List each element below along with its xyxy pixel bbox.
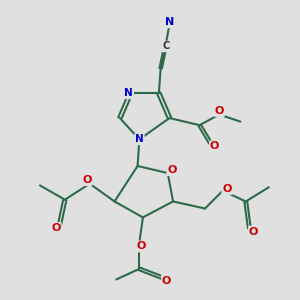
Text: N: N xyxy=(165,17,174,27)
Text: C: C xyxy=(162,41,169,51)
Text: O: O xyxy=(214,106,224,116)
Text: O: O xyxy=(82,175,92,185)
Text: O: O xyxy=(222,184,232,194)
Text: O: O xyxy=(162,275,171,286)
Text: N: N xyxy=(135,134,144,144)
Text: O: O xyxy=(51,223,61,233)
Text: N: N xyxy=(124,88,133,98)
Text: O: O xyxy=(249,226,258,237)
Text: O: O xyxy=(210,142,219,152)
Text: O: O xyxy=(136,242,146,251)
Text: O: O xyxy=(167,165,177,175)
